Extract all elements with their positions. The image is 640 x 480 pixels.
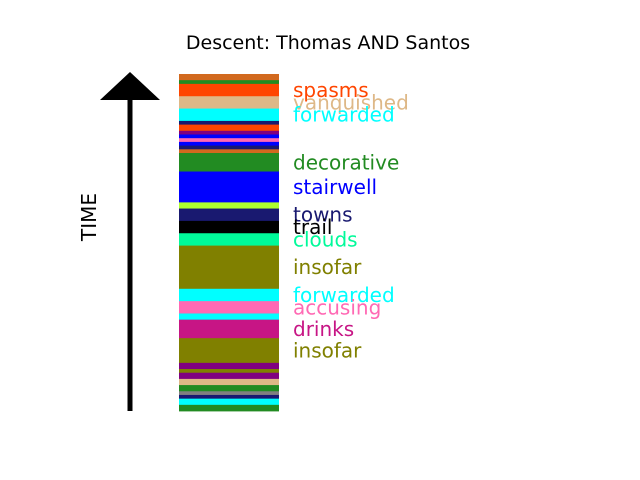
bar-segment-27 (179, 372, 279, 380)
bar-segment-29 (179, 385, 279, 392)
segment-label-23: drinks (293, 317, 354, 341)
bar-segment-2 (179, 83, 279, 97)
segment-label-16: towns (293, 203, 353, 227)
bar-segment-0 (179, 74, 279, 81)
bar-segment-11 (179, 145, 279, 150)
bar-segment-8 (179, 134, 279, 139)
bar-segment-3 (179, 96, 279, 109)
segment-label-18: clouds (293, 227, 358, 251)
bar-segment-14 (179, 171, 279, 203)
bar-segment-6 (179, 124, 279, 132)
segment-labels: spasmsvanquishedforwardeddecorativestair… (293, 78, 409, 362)
bar-segment-5 (179, 120, 279, 126)
bar-segment-1 (179, 80, 279, 85)
bar-segment-22 (179, 313, 279, 321)
bar-segment-9 (179, 138, 279, 143)
bar-segment-32 (179, 398, 279, 406)
bar-segment-17 (179, 220, 279, 234)
bar-segment-18 (179, 233, 279, 246)
bar-segment-31 (179, 394, 279, 400)
bar-segment-21 (179, 301, 279, 314)
bar-segment-28 (179, 378, 279, 386)
segment-label-21: accusing (293, 295, 381, 319)
segment-label-3: vanquished (293, 90, 409, 114)
bar-segment-16 (179, 208, 279, 222)
bar-segment-23 (179, 319, 279, 339)
bar-segment-19 (179, 245, 279, 290)
bar-segment-7 (179, 130, 279, 135)
segment-label-19: insofar (293, 255, 362, 279)
bar-segment-25 (179, 362, 279, 370)
segment-label-17: trail (293, 215, 332, 239)
segment-label-24: insofar (293, 339, 362, 363)
bar-segment-30 (179, 391, 279, 396)
segment-label-13: decorative (293, 150, 399, 174)
bar-segment-13 (179, 153, 279, 172)
y-axis-label: TIME (77, 193, 101, 242)
segment-label-2: spasms (293, 78, 369, 102)
bar-segment-24 (179, 338, 279, 364)
bar-segment-10 (179, 141, 279, 146)
bar-segment-12 (179, 149, 279, 154)
descent-bar (179, 74, 279, 412)
bar-segment-26 (179, 369, 279, 374)
segment-label-4: forwarded (293, 103, 395, 127)
chart-title: Descent: Thomas AND Santos (186, 32, 470, 54)
segment-label-20: forwarded (293, 283, 395, 307)
bar-segment-15 (179, 202, 279, 209)
bar-segment-20 (179, 288, 279, 302)
segment-label-14: stairwell (293, 175, 377, 199)
bar-segment-33 (179, 404, 279, 412)
bar-segment-4 (179, 108, 279, 122)
time-arrow (100, 72, 160, 411)
time-arrow-head (100, 72, 160, 100)
